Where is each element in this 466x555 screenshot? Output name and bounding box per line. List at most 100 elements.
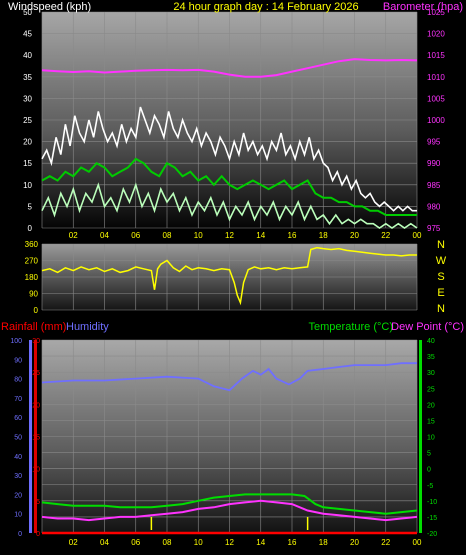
- baro-tick-label: 1015: [427, 51, 445, 60]
- wind-tick-label: 25: [23, 116, 32, 125]
- baro-tick-label: 1020: [427, 30, 445, 39]
- hour-tick-label: 12: [225, 231, 234, 240]
- temp-y-ticks: -20 -15 -10 -5 0 5 10 15 20 25 30 35 40: [427, 338, 437, 538]
- temp-tick-label: -15: [427, 515, 437, 522]
- hour-tick-label: 10: [194, 231, 203, 240]
- hour-tick-label: 04: [100, 538, 109, 547]
- baro-tick-label: 995: [427, 138, 441, 147]
- wind-y-ticks: 0 5 10 15 20 25 30 35 40 45 50: [23, 8, 32, 233]
- hour-tick-label: 02: [69, 231, 78, 240]
- direction-y-ticks: 0 90 180 270 360: [25, 240, 39, 315]
- wind-tick-label: 0: [28, 224, 33, 233]
- wind-series: [41, 58, 418, 229]
- hour-tick-label: 22: [381, 231, 390, 240]
- wind-x-ticks: 02 04 06 08 10 12 14 16 18 20 22 00: [69, 231, 422, 240]
- direction-tick-label: 0: [34, 306, 39, 315]
- temp-tick-label: 25: [427, 386, 435, 393]
- average-speed-line: [41, 157, 417, 216]
- direction-tick-label: 90: [29, 290, 38, 299]
- humidity-tick-label: 90: [14, 357, 22, 364]
- direction-tick-label: 180: [25, 273, 39, 282]
- hour-tick-label: 06: [131, 538, 140, 547]
- wind-grid: [41, 11, 418, 229]
- baro-tick-label: 1005: [427, 94, 445, 103]
- temp-x-ticks: 02 04 06 08 10 12 14 16 18 20 22 00: [69, 538, 422, 547]
- temp-series: [41, 362, 418, 535]
- hour-tick-label: 16: [288, 538, 297, 547]
- hour-tick-label: 00: [413, 231, 422, 240]
- temp-tick-label: -5: [427, 483, 433, 490]
- wind-tick-label: 5: [28, 202, 33, 211]
- rain-tick-label: 0: [36, 531, 40, 538]
- wind-tick-label: 30: [23, 94, 32, 103]
- baro-tick-label: 1010: [427, 73, 445, 82]
- compass-letter: N: [437, 303, 445, 315]
- hour-tick-label: 08: [163, 538, 172, 547]
- direction-series: [41, 246, 417, 306]
- hour-tick-label: 16: [288, 231, 297, 240]
- baro-tick-label: 975: [427, 224, 441, 233]
- hour-tick-label: 18: [319, 231, 328, 240]
- temp-tick-label: 40: [427, 338, 435, 345]
- humidity-tick-label: 40: [14, 454, 22, 461]
- humidity-tick-label: 20: [14, 492, 22, 499]
- humidity-tick-label: 80: [14, 377, 22, 384]
- hour-tick-label: 10: [194, 538, 203, 547]
- temp-tick-label: 35: [427, 354, 435, 361]
- rainfall-axis-label: Rainfall (mm): [1, 321, 66, 333]
- humidity-tick-label: 100: [10, 338, 22, 345]
- temperature-axis-label: Temperature (°C): [309, 321, 393, 333]
- humidity-tick-label: 60: [14, 415, 22, 422]
- wind-tick-label: 10: [23, 181, 32, 190]
- wind-tick-label: 15: [23, 159, 32, 168]
- wind-tick-label: 35: [23, 73, 32, 82]
- temp-tick-label: 5: [427, 451, 431, 458]
- temp-tick-label: 20: [427, 402, 435, 409]
- rain-axis-bar: [34, 340, 37, 533]
- temp-tick-label: 0: [427, 467, 431, 474]
- compass-letter: S: [437, 271, 444, 283]
- baro-tick-label: 1000: [427, 116, 445, 125]
- hour-tick-label: 14: [256, 231, 265, 240]
- temp-grid: [41, 339, 418, 534]
- humidity-line: [41, 362, 417, 392]
- hour-tick-label: 00: [413, 538, 422, 547]
- temp-tick-label: 15: [427, 418, 435, 425]
- humidity-tick-label: 0: [18, 531, 22, 538]
- baro-tick-label: 985: [427, 181, 441, 190]
- dewpoint-axis-label: Dew Point (°C): [391, 321, 464, 333]
- hour-tick-label: 20: [350, 231, 359, 240]
- graph-title: 24 hour graph day : 14 February 2026: [173, 1, 358, 13]
- hour-tick-label: 12: [225, 538, 234, 547]
- humidity-axis-bar: [29, 340, 32, 533]
- compass-letter: E: [437, 287, 444, 299]
- temperature-line: [41, 493, 418, 515]
- barometer-axis-label: Barometer (hpa): [383, 1, 463, 13]
- wind-tick-label: 40: [23, 51, 32, 60]
- hour-tick-label: 06: [131, 231, 140, 240]
- baro-tick-label: 980: [427, 202, 441, 211]
- baro-tick-label: 990: [427, 159, 441, 168]
- barometer-line: [41, 58, 418, 78]
- windspeed-axis-label: Windspeed (kph): [8, 1, 91, 13]
- wind-tick-label: 45: [23, 30, 32, 39]
- temp-tick-label: -20: [427, 531, 437, 538]
- rain-tick-label: 5: [36, 499, 40, 506]
- direction-line: [41, 246, 417, 306]
- direction-grid: [41, 243, 418, 311]
- direction-tick-label: 270: [25, 257, 39, 266]
- compass-letter: W: [436, 255, 447, 267]
- hour-tick-label: 02: [69, 538, 78, 547]
- hour-tick-label: 20: [350, 538, 359, 547]
- direction-tick-label: 360: [25, 240, 39, 249]
- temp-axis-bar: [419, 340, 422, 533]
- humidity-y-ticks: 0 10 20 30 40 50 60 70 80 90 100: [10, 338, 22, 538]
- humidity-tick-label: 70: [14, 396, 22, 403]
- wind-tick-label: 50: [23, 8, 32, 17]
- baro-y-ticks: 975 980 985 990 995 1000 1005 1010 1015 1020 1025: [427, 8, 445, 233]
- dewpoint-line: [41, 499, 418, 522]
